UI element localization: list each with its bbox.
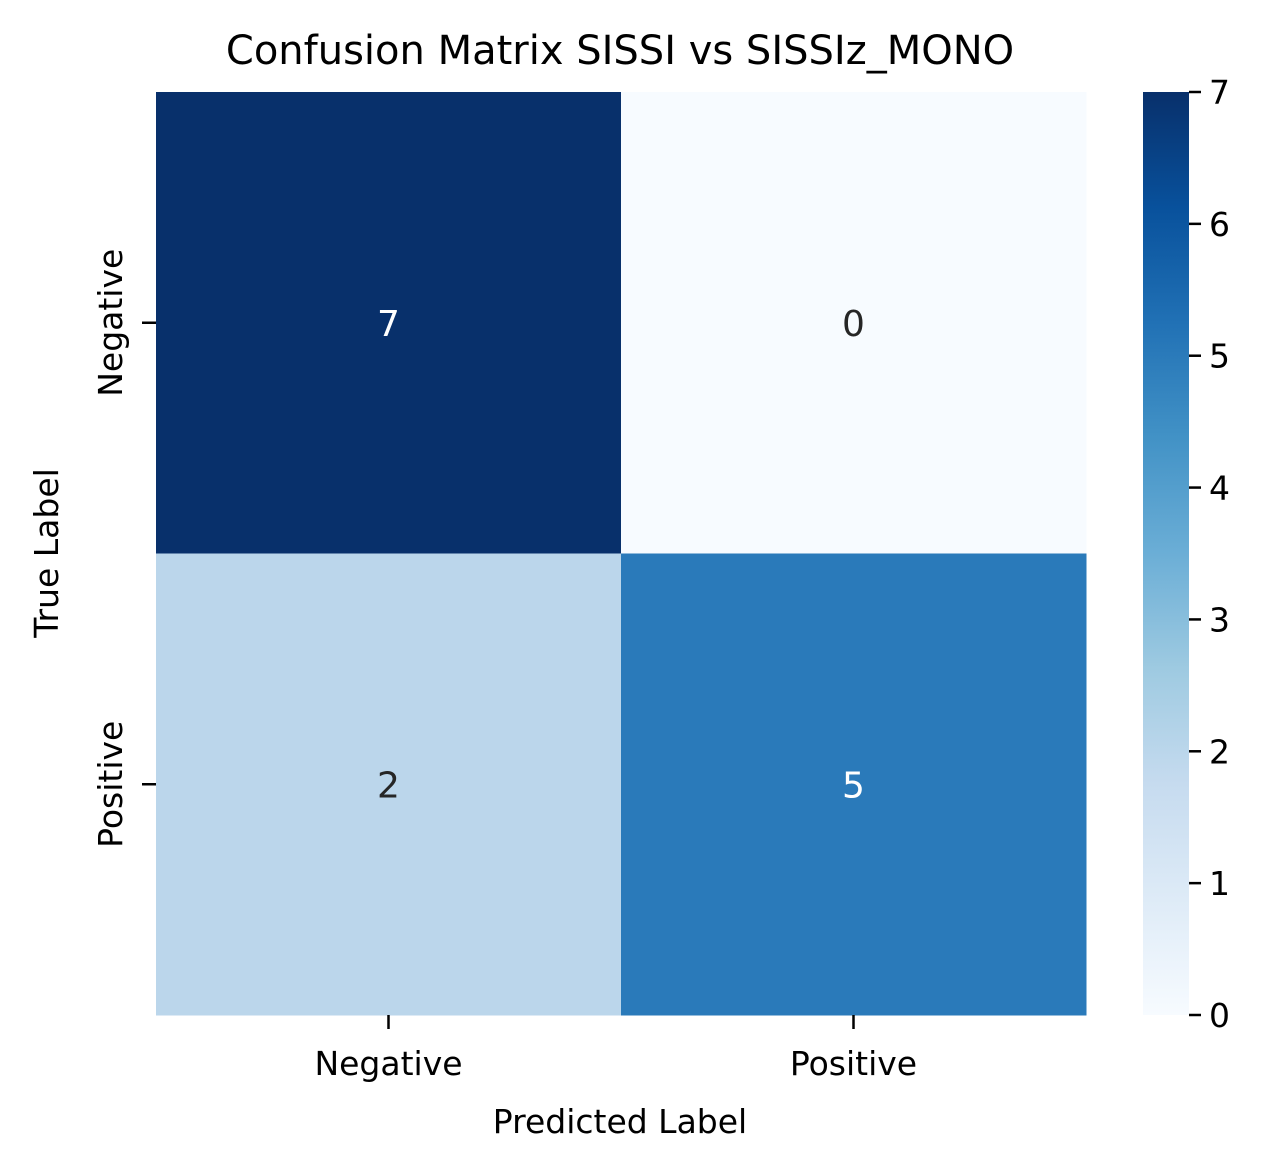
colorbar-tick-label: 4 (1209, 469, 1230, 508)
y-axis-label: True Label (27, 468, 66, 639)
x-tick-label: Positive (790, 1044, 917, 1083)
heatmap-cell (156, 553, 622, 1016)
colorbar-tick-label: 2 (1209, 732, 1230, 771)
colorbar-tick-label: 5 (1209, 337, 1230, 376)
x-tick-label: Negative (314, 1044, 462, 1083)
heatmap-cell (156, 92, 622, 554)
colorbar-tick-label: 6 (1209, 205, 1230, 244)
y-tick-label: Positive (91, 721, 130, 848)
colorbar (1143, 92, 1189, 1015)
colorbar-ticks: 0 1 2 3 4 5 6 7 (1189, 73, 1230, 1035)
colorbar-tick-label: 7 (1209, 73, 1230, 112)
colorbar-tick-label: 3 (1209, 600, 1230, 639)
heatmap-cell (621, 92, 1087, 554)
chart-title: Confusion Matrix SISSI vs SISSIz_MONO (226, 28, 1014, 74)
cell-value-label: 5 (842, 765, 865, 806)
x-axis-label: Predicted Label (493, 1102, 747, 1141)
x-axis-ticks: Negative Positive (314, 1015, 917, 1083)
cell-value-label: 0 (842, 304, 865, 345)
y-axis-ticks: Negative Positive (91, 249, 156, 848)
colorbar-tick-label: 0 (1209, 996, 1230, 1035)
colorbar-tick-label: 1 (1209, 864, 1230, 903)
cell-value-label: 7 (377, 304, 400, 345)
heatmap-cell (621, 553, 1087, 1016)
heatmap-cells: 7 0 2 5 (156, 92, 1087, 1016)
y-tick-label: Negative (91, 249, 130, 397)
cell-value-label: 2 (377, 765, 400, 806)
